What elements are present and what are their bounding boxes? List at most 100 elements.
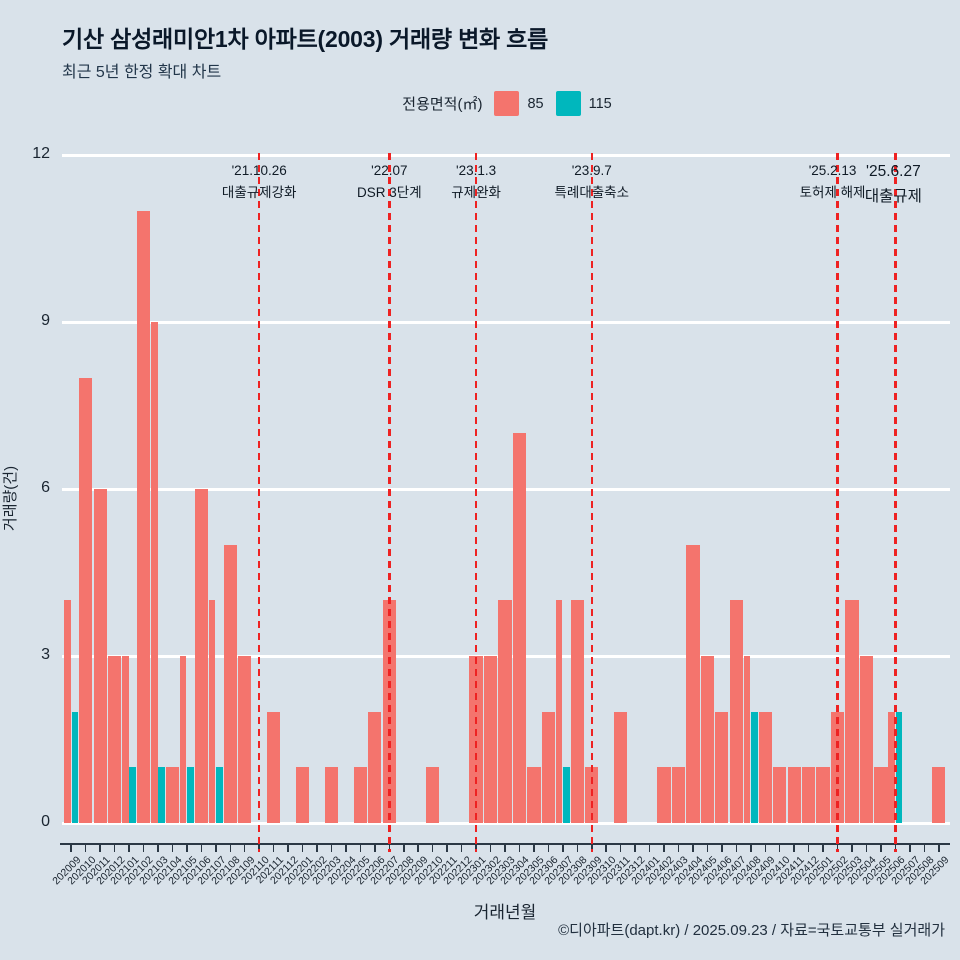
gridline-9: [62, 320, 950, 324]
bar-85-202302: [483, 656, 498, 823]
annotation-date-202110: '21.10.26: [231, 163, 287, 178]
bar-85-202506: [888, 711, 895, 823]
bar-85-202011: [93, 489, 107, 823]
annotation-date-202309: '23.9.7: [571, 163, 612, 178]
bar-85-202406: [715, 711, 729, 823]
x-axis-line: [60, 843, 950, 845]
bar-85-202403: [671, 767, 686, 823]
x-tick-202010: [84, 845, 87, 852]
bar-85-202111: [267, 711, 281, 823]
annotation-label-202110: 대출규제강화: [221, 184, 297, 200]
legend-swatch-85: [494, 91, 520, 116]
bar-85-202412: [802, 767, 816, 823]
bar-85-202308: [570, 600, 584, 823]
x-tick-202306: [547, 845, 550, 852]
x-tick-202112: [287, 845, 289, 852]
x-tick-202505: [880, 845, 882, 852]
footer-credit: ©디아파트(dapt.kr) / 2025.09.23 / 자료=국토교통부 실…: [558, 922, 945, 939]
bar-85-202303: [498, 600, 512, 823]
x-tick-202308: [576, 845, 579, 852]
annotation-label-202207: DSR 3단계: [357, 184, 422, 200]
x-tick-202411: [793, 845, 795, 852]
annotation-line-202506: [894, 153, 897, 852]
page-subtitle: 최근 5년 한정 확대 차트: [62, 64, 222, 81]
x-tick-202210: [431, 845, 434, 852]
x-tick-202307: [562, 845, 564, 852]
x-tick-202106: [200, 845, 203, 852]
legend-swatch-115: [555, 91, 581, 116]
y-axis-title: 거래량(건): [2, 465, 20, 532]
y-tick-label-9: 9: [41, 312, 50, 329]
annotation-date-202207: '22.07: [371, 163, 408, 178]
x-tick-202404: [692, 845, 694, 852]
bar-85-202409: [758, 711, 772, 823]
y-tick-label-12: 12: [32, 145, 50, 162]
x-tick-202402: [663, 845, 665, 852]
legend-label-85: 85: [527, 95, 544, 112]
annotation-202110: '21.10.26 대출규제강화: [222, 160, 297, 203]
bar-85-202404: [686, 544, 700, 823]
annotation-line-202110: [257, 153, 261, 852]
bar-85-202103: [150, 322, 158, 823]
x-tick-202009: [70, 845, 72, 852]
x-tick-202206: [374, 845, 376, 852]
bar-85-202503: [845, 600, 859, 823]
bar-115-202009: [71, 711, 79, 823]
bar-85-202201: [295, 767, 310, 823]
bar-85-202010: [79, 377, 93, 823]
bar-115-202307: [563, 767, 570, 823]
x-tick-202409: [764, 845, 766, 852]
annotation-202301: '23.1.3 규제완화: [451, 160, 501, 203]
annotation-line-202502: [836, 153, 839, 852]
x-tick-202410: [778, 845, 781, 852]
x-tick-202104: [171, 845, 174, 852]
x-tick-202201: [301, 845, 304, 852]
bar-85-202108: [223, 544, 237, 823]
bar-85-202304: [512, 433, 527, 823]
x-tick-202111: [272, 845, 275, 852]
annotation-line-202301: [474, 153, 478, 852]
x-tick-202303: [504, 845, 506, 852]
bar-85-202203: [324, 767, 339, 823]
bar-85-202407: [729, 600, 743, 823]
bar-85-202106: [194, 489, 208, 823]
x-tick-202508: [923, 845, 926, 852]
x-tick-202507: [909, 845, 911, 852]
legend: 전용면적(㎡) 85 115: [27, 91, 960, 116]
bar-85-202205: [353, 767, 367, 823]
annotation-date-202506: '25.6.27: [866, 163, 921, 180]
gridline-0: [62, 821, 950, 825]
x-tick-202211: [446, 845, 448, 852]
y-tick-label-6: 6: [41, 479, 50, 496]
bar-85-202311: [614, 711, 628, 823]
x-tick-202109: [243, 845, 246, 852]
bar-85-202408: [743, 656, 751, 823]
gridline-12: [62, 153, 950, 157]
x-tick-202203: [330, 845, 333, 852]
annotation-202502: '25.2.13 토허제 해제: [800, 160, 866, 203]
x-tick-202408: [750, 845, 752, 852]
bar-85-202210: [426, 767, 440, 823]
bar-85-202410: [773, 767, 787, 823]
bar-85-202009: [64, 600, 71, 823]
bar-85-202012: [108, 656, 122, 823]
annotation-date-202502: '25.2.13: [808, 163, 857, 178]
bar-115-202101: [129, 767, 137, 823]
bar-115-202408: [751, 711, 758, 823]
x-tick-202205: [359, 845, 362, 852]
bar-115-202103: [158, 767, 165, 823]
x-tick-202105: [186, 845, 188, 852]
x-tick-202503: [851, 845, 853, 852]
x-tick-202407: [735, 845, 738, 852]
bar-85-202504: [859, 656, 874, 823]
bar-85-202306: [541, 711, 555, 823]
annotation-label-202301: 규제완화: [451, 184, 501, 200]
x-tick-202208: [403, 845, 405, 852]
bar-115-202506: [895, 711, 903, 823]
bar-85-202402: [657, 767, 671, 823]
x-tick-202302: [489, 845, 492, 852]
bar-85-202107: [208, 600, 216, 823]
bar-85-202206: [368, 711, 382, 823]
bar-85-202509: [932, 767, 946, 823]
x-tick-202405: [706, 845, 709, 852]
